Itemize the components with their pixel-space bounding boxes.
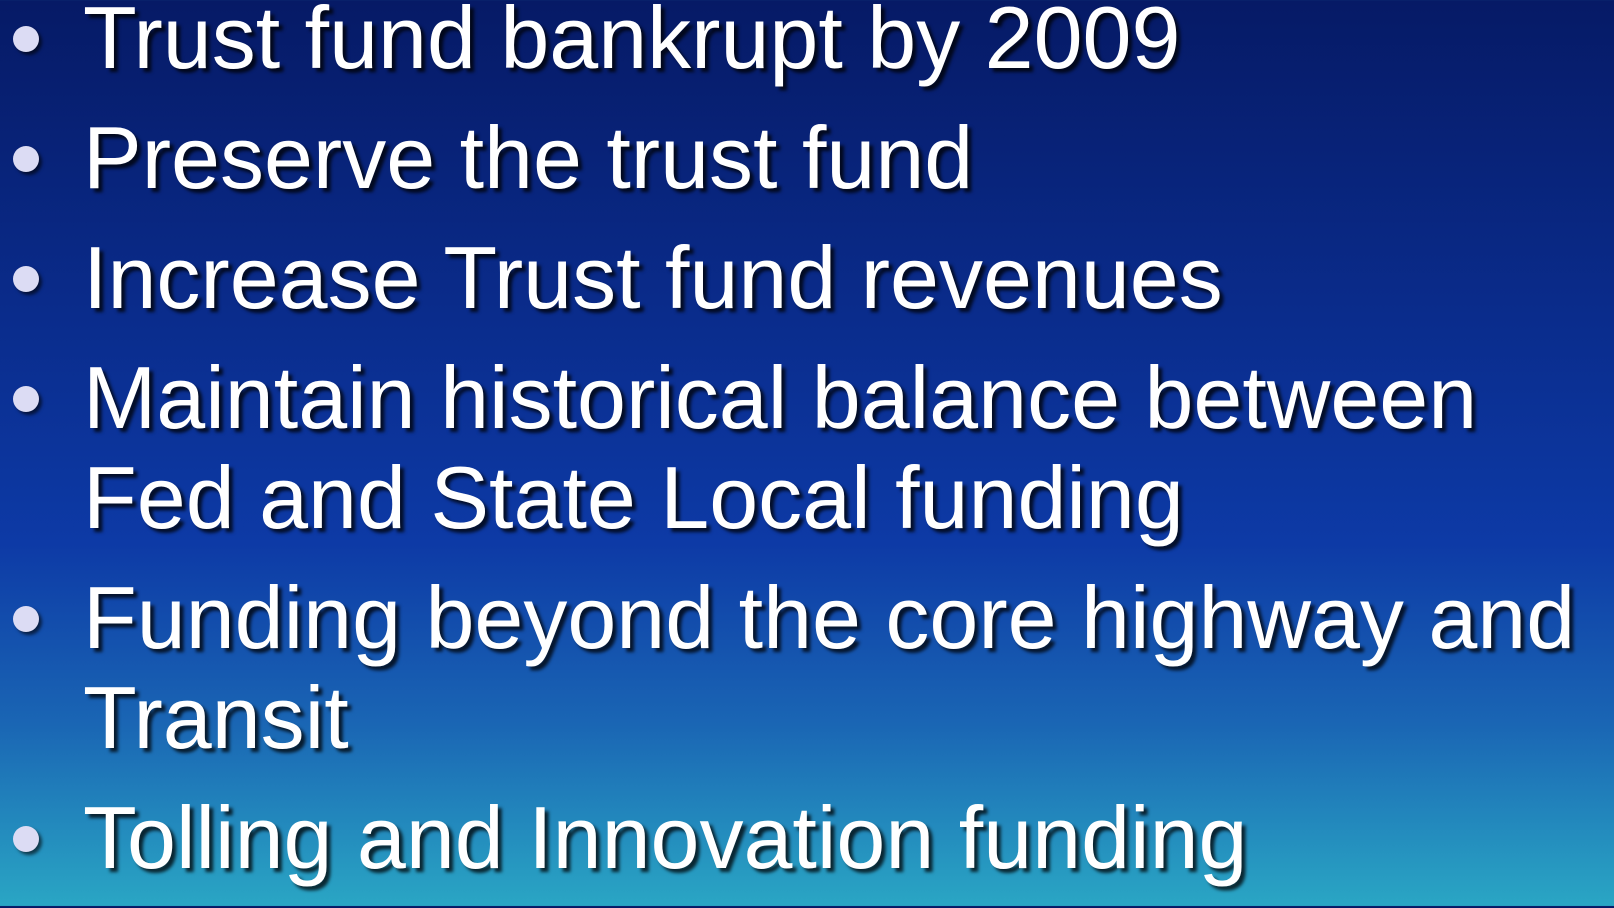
- bullet-item: Funding beyond the core highway and Tran…: [13, 568, 1608, 768]
- bullet-item: Increase Trust fund revenues: [13, 228, 1608, 328]
- bullet-item: Preserve the trust fund: [13, 108, 1608, 208]
- bullet-item: Trust fund bankrupt by 2009: [13, 0, 1608, 88]
- bullet-list: Trust fund bankrupt by 2009 Preserve the …: [13, 0, 1608, 908]
- bullet-item: Tolling and Innovation funding: [13, 788, 1608, 888]
- bullet-item: Maintain historical balance between Fed …: [13, 348, 1608, 548]
